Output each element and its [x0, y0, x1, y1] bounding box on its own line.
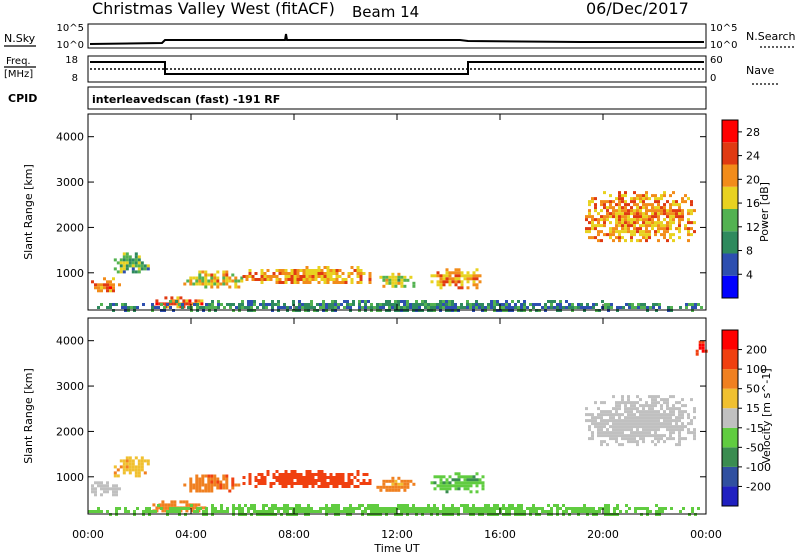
- power-colorbar-tick-label: 4: [746, 268, 753, 281]
- velocity-colorbar-tick-label: -15: [746, 422, 764, 435]
- y-tick-label: 4000: [56, 335, 84, 348]
- date-label: 06/Dec/2017: [586, 0, 689, 18]
- colorbar-segment: [722, 388, 738, 409]
- noise-right-tick-top: 10^5: [710, 23, 737, 34]
- power-colorbar-tick-label: 8: [746, 245, 753, 258]
- y-tick-label: 2000: [56, 425, 84, 438]
- power-colorbar-tick-label: 16: [746, 197, 760, 210]
- velocity-echo-patch: [430, 472, 485, 494]
- colorbar-segment: [722, 427, 738, 448]
- velocity-colorbar-tick-label: -50: [746, 441, 764, 454]
- velocity-echo-patch: [91, 481, 121, 497]
- velocity-y-axis: 1000 2000 3000 4000: [56, 335, 706, 484]
- y-tick-label: 1000: [56, 471, 84, 484]
- velocity-echo-patch: [585, 395, 696, 447]
- velocity-ylabel: Slant Range [km]: [22, 368, 35, 464]
- colorbar-segment: [722, 447, 738, 467]
- velocity-colorbar-tick-label: -100: [746, 461, 771, 474]
- frequency-trace: [90, 61, 704, 75]
- noise-panel: [87, 23, 707, 49]
- freq-label-line2: [MHz]: [4, 69, 33, 80]
- velocity-echo-patch: [183, 474, 241, 493]
- velocity-echo-patch: [376, 476, 416, 492]
- power-colorbar-tick-label: 28: [746, 126, 760, 139]
- velocity-colorbar-tick-label: 50: [746, 383, 760, 396]
- colorbar-segment: [722, 486, 738, 506]
- frequency-panel: [87, 55, 707, 83]
- power-echo-patch: [430, 268, 482, 290]
- colorbar-segment: [722, 253, 738, 276]
- power-echo-patch: [113, 252, 150, 274]
- power-data: [91, 191, 703, 312]
- noise-right-tick-bottom: 10^0: [710, 40, 737, 51]
- x-tick-label: 12:00: [381, 528, 413, 541]
- station-title: Christmas Valley West (fitACF): [92, 0, 335, 18]
- freq-right-tick-bottom: 0: [710, 73, 716, 84]
- velocity-echo-patch: [242, 470, 372, 488]
- velocity-data: [88, 340, 708, 516]
- colorbar-segment: [722, 120, 738, 143]
- velocity-colorbar-label: Velocity [m s^-1]: [760, 368, 773, 463]
- velocity-echo-patch: [113, 456, 150, 478]
- cpid-label: CPID: [8, 92, 37, 105]
- velocity-colorbar-tick-label: -200: [746, 480, 771, 493]
- colorbar-segment: [722, 275, 738, 298]
- time-axis: 00:00 04:00 08:00 12:00 16:00 20:00 00:00: [72, 114, 722, 541]
- power-colorbar-tick-label: 12: [746, 221, 760, 234]
- power-colorbar-tick-label: 20: [746, 173, 760, 186]
- colorbar-segment: [722, 164, 738, 187]
- colorbar-segment: [722, 369, 738, 389]
- colorbar-segment: [722, 209, 738, 232]
- power-echo-patch: [91, 277, 121, 293]
- nsearch-label: N.Search: [746, 30, 796, 43]
- time-axis-label: Time UT: [373, 542, 419, 554]
- nsky-label: N.Sky: [4, 32, 36, 45]
- power-echo-patch: [242, 266, 372, 284]
- velocity-colorbar: 200 100 50 15 -15 -50 -100 -200: [721, 329, 771, 507]
- power-colorbar-tick-label: 24: [746, 150, 760, 163]
- x-tick-label: 00:00: [690, 528, 722, 541]
- x-tick-label: 08:00: [278, 528, 310, 541]
- x-tick-label: 20:00: [587, 528, 619, 541]
- noise-sky-trace: [89, 33, 704, 45]
- power-echo-patch: [585, 191, 696, 243]
- power-y-axis: 1000 2000 3000 4000: [56, 131, 706, 280]
- y-tick-label: 3000: [56, 176, 84, 189]
- colorbar-segment: [722, 142, 738, 165]
- freq-left-tick-bottom: 8: [72, 73, 78, 84]
- noise-left-tick-bottom: 10^0: [57, 40, 84, 51]
- colorbar-segment: [722, 466, 738, 487]
- cpid-panel: [87, 86, 707, 110]
- colorbar-segment: [722, 231, 738, 254]
- power-echo-patch: [183, 270, 244, 289]
- colorbar-segment: [722, 408, 738, 428]
- y-tick-label: 3000: [56, 380, 84, 393]
- power-ylabel: Slant Range [km]: [22, 164, 35, 260]
- power-echo-patch: [379, 272, 416, 288]
- colorbar-segment: [722, 186, 738, 209]
- beam-label: Beam 14: [352, 3, 419, 21]
- power-colorbar-label: Power [dB]: [758, 182, 771, 242]
- velocity-colorbar-tick-label: 100: [746, 363, 767, 376]
- y-tick-label: 4000: [56, 131, 84, 144]
- velocity-colorbar-tick-label: 200: [746, 344, 767, 357]
- freq-left-tick-top: 18: [65, 55, 78, 66]
- colorbar-frame: [721, 119, 739, 299]
- noise-left-tick-top: 10^5: [57, 23, 84, 34]
- velocity-colorbar-tick-label: 15: [746, 402, 760, 415]
- power-colorbar: 4 8 12 16 20 24 28: [721, 119, 760, 299]
- cpid-text: interleavedscan (fast) -191 RF: [92, 93, 280, 106]
- x-tick-label: 00:00: [72, 528, 104, 541]
- colorbar-segment: [722, 330, 738, 350]
- y-tick-label: 2000: [56, 221, 84, 234]
- y-tick-label: 1000: [56, 267, 84, 280]
- x-tick-label: 04:00: [175, 528, 207, 541]
- freq-label-line1: Freq.: [6, 56, 31, 67]
- freq-right-tick-top: 60: [710, 55, 723, 66]
- nave-label: Nave: [746, 64, 774, 77]
- colorbar-frame: [721, 329, 739, 507]
- x-tick-label: 16:00: [484, 528, 516, 541]
- colorbar-segment: [722, 349, 738, 370]
